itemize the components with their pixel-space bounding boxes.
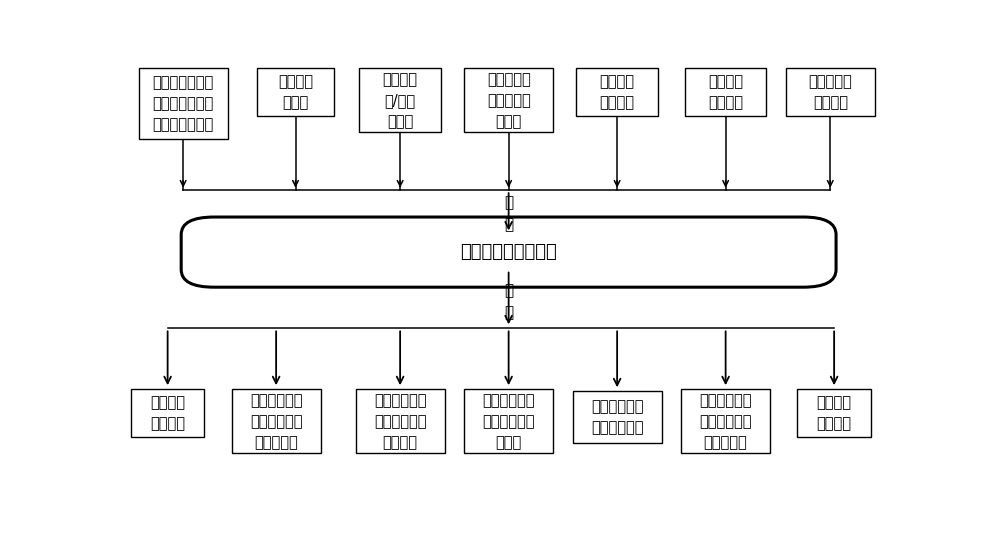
Bar — [359, 69, 441, 132]
Bar — [464, 389, 553, 453]
Text: 相关技术资料的收集: 相关技术资料的收集 — [460, 243, 557, 261]
Text: 整星热分
析/热设
计报告: 整星热分 析/热设 计报告 — [383, 72, 418, 129]
Bar — [257, 69, 334, 116]
Bar — [797, 389, 871, 437]
Text: 热平衡试验对试
验工装（含红外
笼）的技术要求: 热平衡试验对试 验工装（含红外 笼）的技术要求 — [152, 75, 214, 132]
Bar — [576, 69, 658, 116]
Bar — [573, 391, 662, 443]
Text: 红外加热笼分
区与星上设备
对应关系: 红外加热笼分 区与星上设备 对应关系 — [374, 393, 426, 450]
Text: 热平衡试验
工况外热流
计算值: 热平衡试验 工况外热流 计算值 — [487, 72, 530, 129]
Text: 主动控温回路
的位置及在轨
工作的门限: 主动控温回路 的位置及在轨 工作的门限 — [699, 393, 752, 450]
Bar — [139, 69, 228, 139]
Text: 星上组件
试验条件: 星上组件 试验条件 — [708, 74, 743, 110]
Bar — [232, 389, 321, 453]
Bar — [786, 69, 875, 116]
FancyBboxPatch shape — [181, 217, 836, 287]
Bar — [685, 69, 766, 116]
Text: 试验用热流计
与星上设备对
应关系: 试验用热流计 与星上设备对 应关系 — [482, 393, 535, 450]
Text: 输
入: 输 入 — [504, 195, 513, 232]
Text: 星上设备
工作状态: 星上设备 工作状态 — [817, 395, 852, 431]
Text: 整星热试验
测试细则: 整星热试验 测试细则 — [808, 74, 852, 110]
Text: 星上设备试验
温度变化范围: 星上设备试验 温度变化范围 — [591, 399, 643, 435]
Bar — [356, 389, 445, 453]
Bar — [131, 389, 204, 437]
Bar — [681, 389, 770, 453]
Bar — [464, 69, 553, 132]
Text: 卫星构型
布局文件: 卫星构型 布局文件 — [600, 74, 635, 110]
Text: 整星外部热控
状态与星上设
备对应关系: 整星外部热控 状态与星上设 备对应关系 — [250, 393, 302, 450]
Text: 热平衡试
验大纲: 热平衡试 验大纲 — [278, 74, 313, 110]
Text: 输
出: 输 出 — [504, 283, 513, 320]
Text: 卫星各个
面的投影: 卫星各个 面的投影 — [150, 395, 185, 431]
